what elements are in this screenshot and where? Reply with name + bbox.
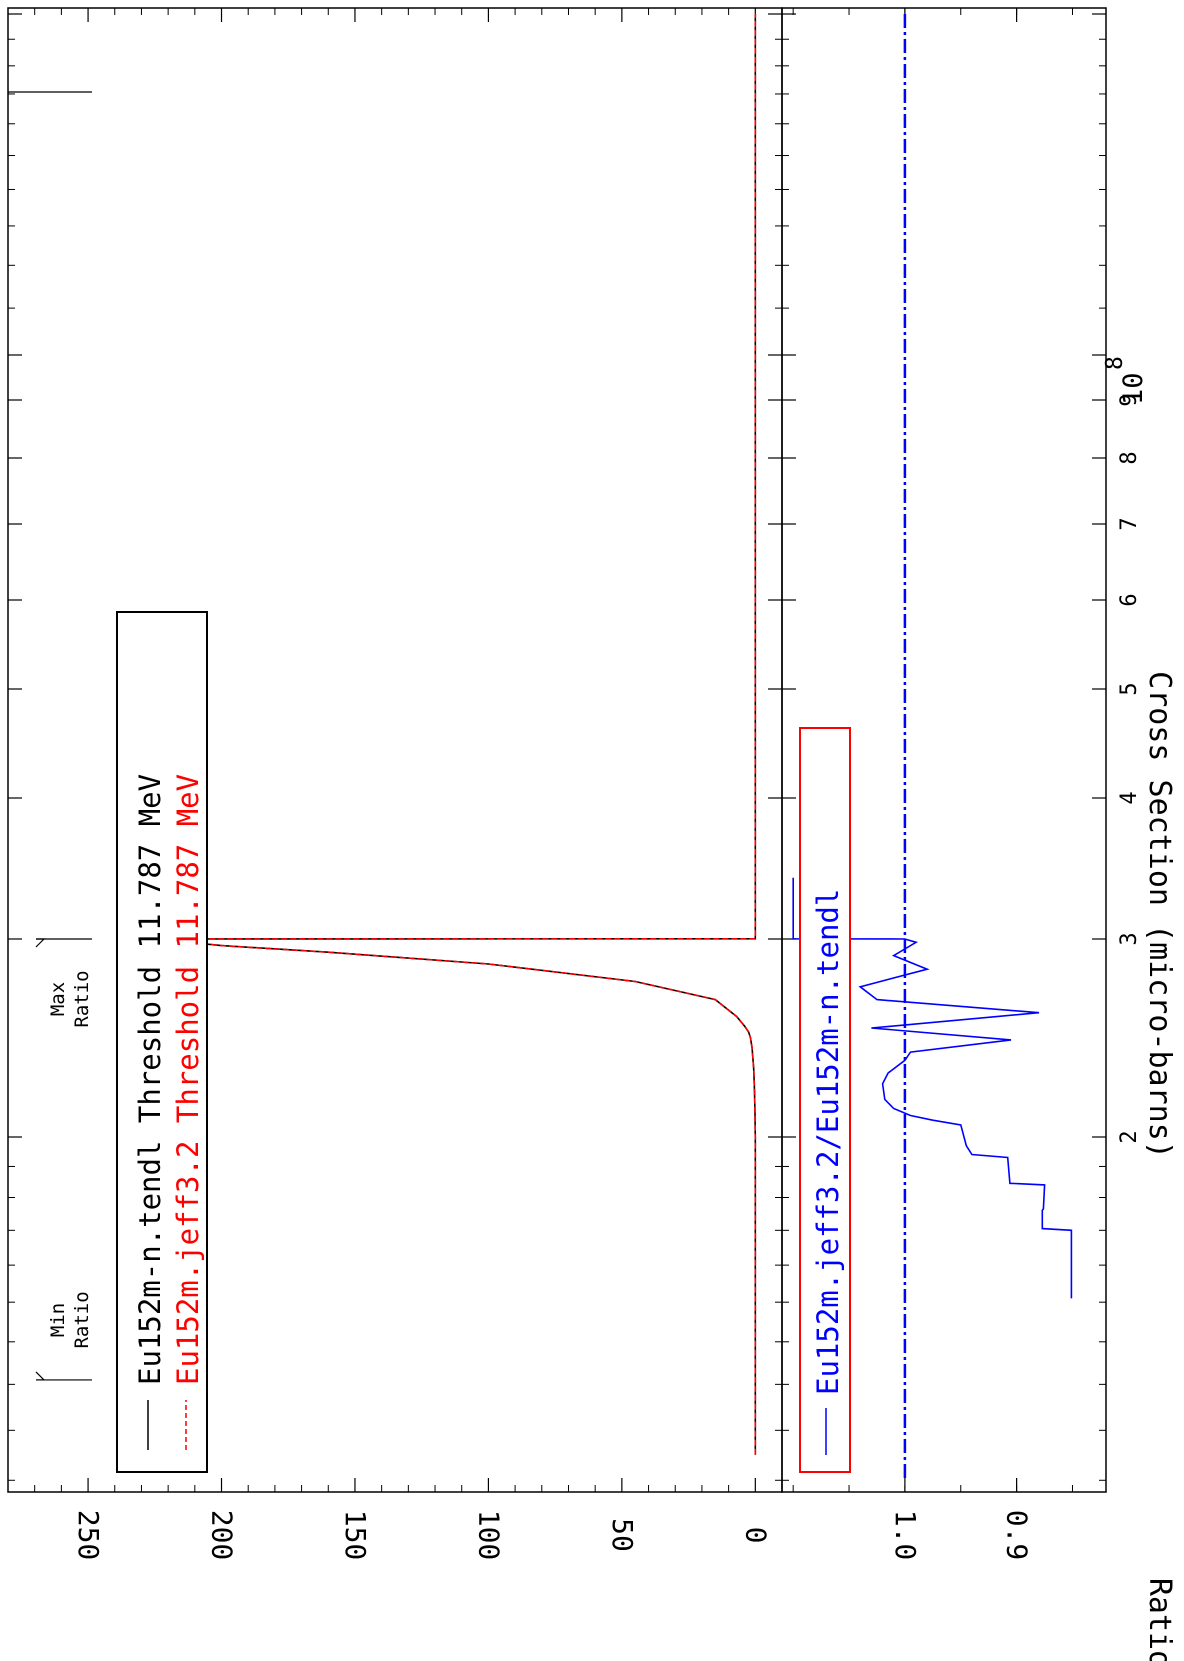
marker-label-max: Max xyxy=(47,982,69,1016)
ratio-legend: Eu152m.jeff3.2/Eu152m-n.tendl xyxy=(800,728,850,1472)
marker-arrow xyxy=(36,939,44,947)
energy-tick-label: 7 xyxy=(1117,517,1142,530)
series-line-tendl xyxy=(155,14,756,1455)
marker-label-max: Ratio xyxy=(71,970,93,1027)
legend-entry-ratio: Eu152m.jeff3.2/Eu152m-n.tendl xyxy=(811,889,845,1395)
cs-y-tick-label: 250 xyxy=(72,1510,105,1561)
cs-y-tick-label: 150 xyxy=(339,1510,372,1561)
cs-y-tick-label: 200 xyxy=(206,1510,239,1561)
ratio-y-tick-label: 1.0 xyxy=(889,1510,922,1561)
legend-entry-jeff: Eu152m.jeff3.2 Threshold 11.787 MeV xyxy=(171,774,205,1385)
cross-section-legend: Eu152m-n.tendl Threshold 11.787 MeV Eu15… xyxy=(117,612,207,1472)
svg-text:10: 10 xyxy=(1118,372,1149,405)
ratio-y-tick-label: 0.9 xyxy=(1001,1510,1034,1561)
energy-tick-label: 2 xyxy=(1117,1130,1142,1143)
cs-y-tick-label: 100 xyxy=(472,1510,505,1561)
energy-tick-label: 8 xyxy=(1117,451,1142,464)
marker-label-min: Ratio xyxy=(71,1291,93,1348)
series-line-jeff xyxy=(155,14,756,1455)
cross-section-axis-label: Cross Section (micro-barns) xyxy=(1142,671,1177,1159)
energy-tick-label: 4 xyxy=(1117,791,1142,804)
x-exponent-value: 8 xyxy=(1102,356,1128,370)
marker-label-min: Min xyxy=(47,1303,69,1337)
energy-tick-label: 5 xyxy=(1117,682,1142,695)
x-axis-exponent: 10 8 xyxy=(1102,356,1149,405)
ratio-axis-label: Ratio xyxy=(1142,1578,1177,1661)
cs-y-tick-label: 0 xyxy=(739,1527,772,1544)
legend-entry-tendl: Eu152m-n.tendl Threshold 11.787 MeV xyxy=(133,774,167,1385)
cs-y-tick-label: 50 xyxy=(606,1518,639,1552)
cross-section-series xyxy=(155,14,756,1455)
energy-tick-label: 6 xyxy=(1117,593,1142,606)
energy-tick-label: 3 xyxy=(1117,932,1142,945)
marker-arrow xyxy=(36,1372,44,1380)
